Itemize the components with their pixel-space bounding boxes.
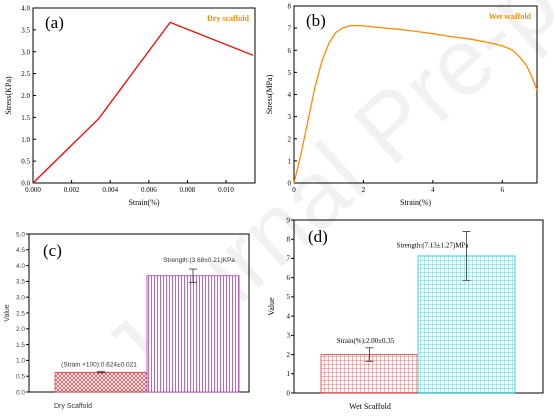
x-tick-label: 0.006 — [141, 186, 157, 194]
bar-value-label: (Strain ×100):0.624±0.021 — [61, 362, 137, 369]
x-axis-label: Strain(%) — [400, 198, 431, 207]
plot-frame — [32, 7, 256, 184]
y-tick-label: 7 — [288, 25, 292, 33]
y-tick-label: 0 — [287, 389, 291, 397]
y-tick-label: 3.5 — [21, 26, 30, 34]
y-axis-label: Value — [4, 304, 11, 321]
bar-1 — [146, 275, 240, 393]
series-line — [32, 21, 254, 184]
bar-value-label: Strain(%):2.00±0.35 — [337, 337, 395, 345]
y-tick-label: 1 — [288, 157, 292, 165]
y-tick-label: 2 — [287, 351, 291, 359]
x-tick-label: 6 — [501, 186, 505, 194]
y-tick-label: 4 — [287, 312, 291, 320]
x-axis-label: Dry Scaffold — [54, 403, 92, 410]
y-tick-label: 0.0 — [21, 180, 30, 188]
y-tick-label: 5 — [287, 293, 291, 301]
y-tick-label: 4.0 — [21, 5, 30, 13]
y-tick-label: 5.0 — [16, 231, 25, 238]
x-axis-label: Wet Scaffold — [349, 402, 391, 411]
legend-label: Wet scaffold — [489, 12, 532, 21]
x-tick-label: 0.008 — [180, 186, 196, 194]
x-tick-label: 0 — [292, 186, 296, 194]
legend-label: Dry scaffold — [207, 14, 250, 23]
x-tick-label: 0.010 — [218, 186, 234, 194]
y-tick-label: 8 — [288, 3, 292, 11]
series-line — [293, 24, 538, 184]
bar-0 — [54, 371, 148, 393]
y-tick-label: 8 — [287, 236, 291, 244]
y-tick-label: 0.5 — [21, 158, 30, 166]
y-tick-label: 6 — [288, 47, 292, 55]
x-tick-label: 0.002 — [64, 186, 80, 194]
y-tick-label: 1 — [287, 370, 291, 378]
y-tick-label: 2.5 — [21, 70, 30, 78]
y-axis-label: Stress(KPa) — [4, 76, 13, 115]
y-tick-label: 1.0 — [21, 136, 30, 144]
y-tick-label: 4.0 — [16, 263, 25, 270]
y-tick-label: 2 — [288, 135, 292, 143]
y-tick-label: 3 — [288, 113, 292, 121]
bar-0 — [320, 354, 419, 394]
y-tick-label: 1.0 — [16, 358, 25, 365]
panel-label: (c) — [43, 241, 62, 260]
y-axis-label: Stress(MPa) — [265, 74, 274, 114]
x-tick-label: 0.004 — [102, 186, 118, 194]
x-tick-label: 2 — [362, 186, 366, 194]
panel-b-stress-strain-wet: 0 1 2 3 4 5 6 7 8 0 2 4 6 (b) Wet scaffold Strain(%) Str… — [265, 3, 538, 207]
bar-value-label: Strength:(3.68±0.21)KPa — [163, 257, 235, 264]
y-tick-label: 1.5 — [21, 114, 30, 122]
y-tick-label: 0.0 — [16, 389, 25, 396]
y-tick-label: 5 — [288, 69, 292, 77]
y-tick-label: 4 — [288, 91, 292, 99]
y-tick-label: 3.0 — [16, 295, 25, 302]
bar-value-label: Strength:(7.13±1.27)MPa — [397, 242, 470, 250]
y-tick-label: 3 — [287, 332, 291, 340]
x-axis-label: Strain(%) — [128, 198, 159, 207]
panel-d-bar-wet: 0 1 2 3 4 5 6 7 8 9 Strain(%):2.00±0.35 Strength:(7… — [267, 216, 544, 411]
y-tick-label: 3.0 — [21, 48, 30, 56]
panel-c-bar-dry: 0.0 0.5 1.0 1.5 2.0 2.5 3.0 3.5 4.0 4.5 5.0 (Strain… — [4, 231, 250, 410]
panel-a-stress-strain-dry: 0.0 0.5 1.0 1.5 2.0 2.5 3.0 3.5 4.0 0.000 0.002 0.0… — [4, 5, 256, 207]
y-tick-label: 3.5 — [16, 279, 25, 286]
y-tick-label: 4.5 — [16, 247, 25, 254]
panel-label: (d) — [308, 227, 328, 246]
y-tick-label: 7 — [287, 255, 291, 263]
x-tick-label: 0.000 — [25, 186, 41, 194]
y-tick-label: 2.5 — [16, 310, 25, 317]
y-tick-label: 6 — [287, 274, 291, 282]
y-axis-label: Value — [267, 297, 276, 316]
plot-frame — [293, 5, 538, 184]
x-tick-label: 4 — [431, 186, 435, 194]
panel-label: (a) — [45, 13, 64, 32]
y-tick-label: 2.0 — [21, 92, 30, 100]
panel-label: (b) — [306, 11, 326, 30]
y-tick-label: 1.5 — [16, 342, 25, 349]
y-tick-label: 9 — [287, 216, 291, 224]
y-tick-label: 2.0 — [16, 326, 25, 333]
y-tick-label: 0.5 — [16, 374, 25, 381]
y-tick-label: 0 — [288, 180, 292, 188]
